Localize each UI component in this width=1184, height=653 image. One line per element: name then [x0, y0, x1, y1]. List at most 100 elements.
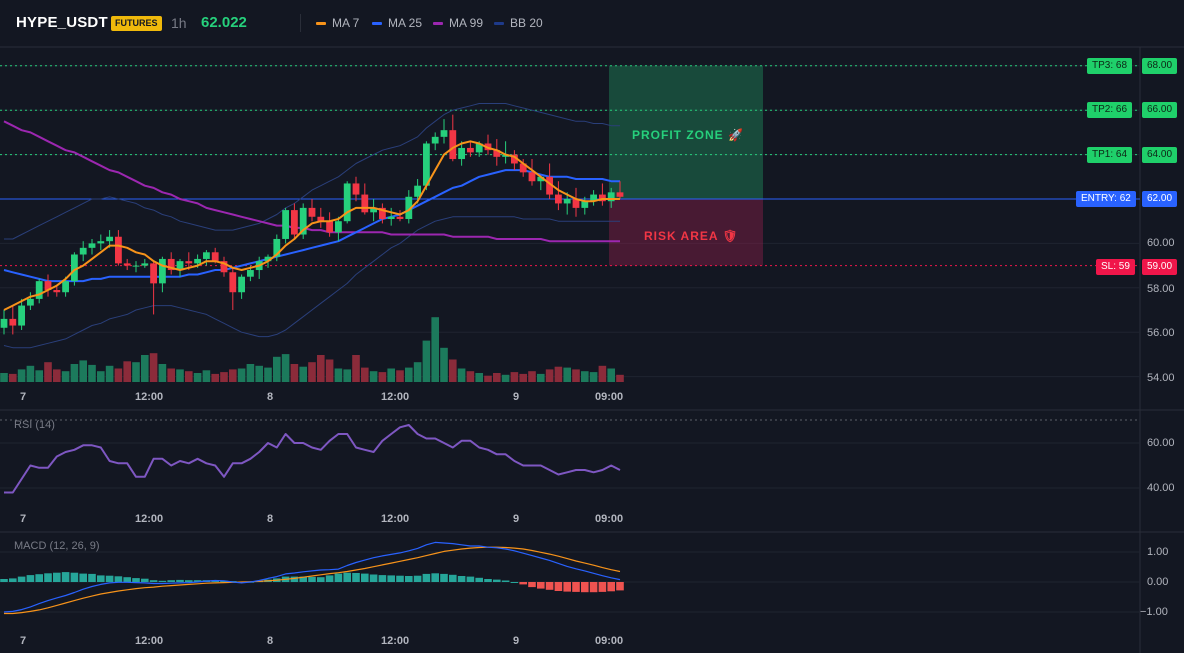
- volume-bar: [264, 367, 272, 382]
- volume-bar: [369, 371, 378, 382]
- volume-bar: [290, 364, 299, 382]
- price-axis-label: 58.00: [1147, 283, 1175, 295]
- volume-bar: [501, 374, 510, 382]
- time-label: 7: [20, 635, 27, 647]
- legend-ma25[interactable]: MA 25: [372, 16, 422, 30]
- candle-body: [546, 176, 553, 195]
- time-label: 9: [513, 635, 520, 647]
- rsi-axis-label: 40.00: [1147, 482, 1175, 494]
- volume-bar: [308, 362, 316, 382]
- macd-histogram-bar: [572, 582, 580, 592]
- legend-bb20-label: BB 20: [510, 16, 543, 30]
- candle-body: [106, 236, 113, 242]
- volume-bar: [440, 347, 448, 382]
- macd-histogram-bar: [97, 575, 105, 582]
- candle-body: [528, 172, 536, 182]
- volume-bar: [255, 365, 263, 382]
- candle-body: [379, 207, 386, 219]
- candle-body: [150, 263, 157, 284]
- volume-bar: [466, 371, 475, 382]
- macd-histogram-bar: [299, 576, 307, 582]
- macd-signal-line: [4, 546, 621, 615]
- volume-bar: [0, 373, 8, 382]
- macd-histogram-bar: [369, 574, 378, 582]
- candle-body: [581, 201, 589, 208]
- candle-body: [9, 318, 17, 326]
- macd-histogram-bar: [61, 572, 70, 582]
- macd-line: [3, 541, 621, 613]
- macd-histogram-bar: [510, 582, 519, 583]
- macd-histogram-bar: [581, 582, 589, 593]
- candle-body: [141, 263, 149, 266]
- candle-body: [299, 207, 307, 235]
- volume-bar: [431, 317, 439, 382]
- entry-price-tag: 62.00: [1142, 191, 1178, 207]
- macd-histogram-bar: [185, 580, 193, 582]
- macd-histogram-bar: [589, 582, 598, 593]
- volume-bar: [61, 371, 70, 382]
- volume-bar: [528, 371, 536, 382]
- tp3-tag: TP3: 68: [1087, 58, 1133, 74]
- time-label: 9: [513, 391, 520, 403]
- candle-body: [502, 154, 509, 157]
- volume-bar: [299, 366, 307, 382]
- legend-ma7[interactable]: MA 7: [316, 16, 359, 30]
- time-label: 12:00: [381, 391, 410, 403]
- time-label: 09:00: [595, 635, 624, 647]
- candle-body: [167, 258, 175, 271]
- candle-body: [387, 216, 395, 219]
- volume-bar: [413, 362, 422, 382]
- candle-body: [537, 176, 545, 182]
- macd-histogram-bar: [9, 578, 17, 582]
- time-label: 09:00: [595, 391, 624, 403]
- time-label: 12:00: [381, 513, 410, 525]
- volume-bar: [396, 370, 404, 382]
- volume-bar: [281, 354, 290, 382]
- tp3-price-tag: 68.00: [1142, 58, 1178, 74]
- macd-histogram-bar: [554, 582, 563, 591]
- candle-body: [449, 130, 457, 160]
- legend-bb20[interactable]: BB 20: [494, 16, 543, 30]
- volume-bar: [457, 368, 466, 382]
- timeframe-label[interactable]: 1h: [171, 15, 187, 31]
- macd-histogram-bar: [528, 582, 536, 588]
- macd-histogram-bar: [114, 576, 123, 582]
- volume-bar: [493, 373, 501, 382]
- tp1-price-tag: 64.00: [1142, 147, 1178, 163]
- macd-histogram-bar: [457, 576, 466, 582]
- candle-body: [211, 252, 219, 262]
- macd-histogram-bar: [519, 582, 527, 585]
- candle-body: [335, 221, 342, 233]
- candle-body: [317, 216, 325, 222]
- symbol-name[interactable]: HYPE_USDT: [16, 14, 108, 31]
- legend-ma99[interactable]: MA 99: [433, 16, 483, 30]
- volume-bar: [317, 355, 325, 382]
- volume-bar: [167, 368, 175, 382]
- volume-bar: [44, 362, 52, 382]
- volume-bar: [237, 368, 246, 382]
- time-label: 8: [267, 391, 274, 403]
- entry-tag: ENTRY: 62: [1076, 191, 1136, 207]
- ma25-swatch: [372, 21, 382, 25]
- candle-body: [599, 194, 606, 202]
- macd-histogram-bar: [378, 575, 387, 582]
- last-price: 62.022: [201, 14, 247, 31]
- volume-bar: [211, 373, 219, 382]
- ma99-swatch: [433, 21, 443, 25]
- macd-axis-label: −1.00: [1140, 606, 1168, 618]
- volume-bar: [537, 373, 545, 382]
- candle-body: [308, 207, 316, 217]
- candle-body: [405, 196, 413, 219]
- candle-body: [132, 265, 140, 267]
- candle-body: [475, 143, 483, 153]
- candle-body: [176, 261, 184, 271]
- volume-bar: [378, 372, 387, 382]
- profit-zone-label: PROFIT ZONE 🚀: [632, 128, 744, 142]
- candle-body: [555, 194, 562, 204]
- volume-bar: [554, 366, 563, 382]
- bb-lower-line: [3, 216, 620, 349]
- macd-histogram-bar: [537, 582, 545, 589]
- rsi-line: [4, 424, 621, 494]
- candle-body: [616, 192, 624, 197]
